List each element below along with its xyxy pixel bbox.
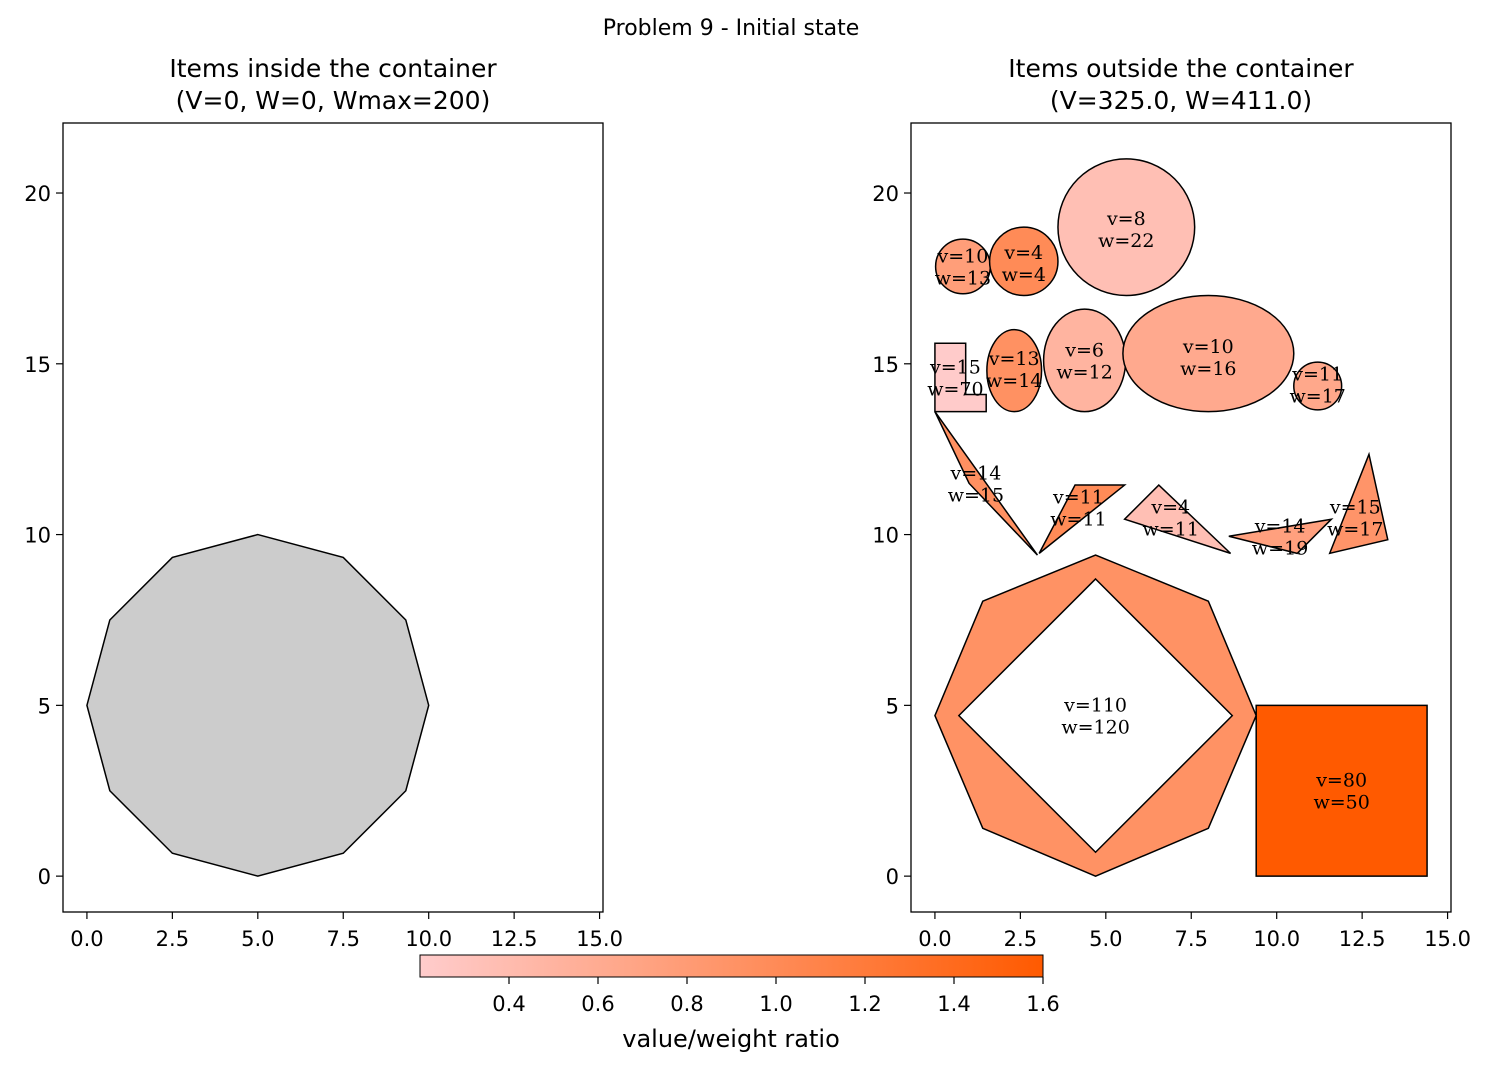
container-decagon xyxy=(86,533,430,877)
item-weight-label: w=13 xyxy=(935,267,991,289)
right-ytick-label: 10 xyxy=(872,524,899,548)
colorbar-tick-label: 1.2 xyxy=(848,992,881,1016)
item-value-label: v=10 xyxy=(937,245,989,267)
colorbar-tick-label: 1.6 xyxy=(1026,992,1059,1016)
left-plot-content xyxy=(86,533,430,877)
colorbar: 0.4 0.6 0.8 1.0 1.2 1.4 1.6 value/weight ratio xyxy=(419,954,1060,1053)
item-ellipse-0 xyxy=(1057,158,1196,297)
item-value-label: v=110 xyxy=(1063,695,1127,717)
item-weight-label: w=22 xyxy=(1098,230,1154,252)
item-weight-label: w=16 xyxy=(1180,358,1236,380)
item-value-label: v=15 xyxy=(929,356,981,378)
colorbar-tick-label: 0.6 xyxy=(581,992,614,1016)
right-axis-ticks: 0.0 2.5 5.0 7.5 10.0 12.5 15.0 0 5 10 15 20 xyxy=(872,182,1471,951)
item-weight-label: w=120 xyxy=(1061,717,1129,739)
item-weight-label: w=11 xyxy=(1050,508,1106,530)
item-value-label: v=11 xyxy=(1291,363,1343,385)
right-xtick-label: 10.0 xyxy=(1253,927,1300,951)
item-ellipse-4 xyxy=(986,328,1043,413)
item-polygon-8 xyxy=(934,411,1039,556)
left-ytick-label: 10 xyxy=(24,524,51,548)
left-panel: Items inside the container (V=0, W=0, Wm… xyxy=(24,54,623,951)
right-xtick-label: 0.0 xyxy=(918,927,951,951)
left-xtick-label: 15.0 xyxy=(576,927,623,951)
right-xtick-label: 7.5 xyxy=(1175,927,1208,951)
left-xtick-label: 7.5 xyxy=(327,927,360,951)
left-title-line1: Items inside the container xyxy=(169,54,497,83)
item-value-label: v=13 xyxy=(988,348,1040,370)
colorbar-tick-label: 1.0 xyxy=(759,992,792,1016)
right-ytick-label: 15 xyxy=(872,353,899,377)
right-ytick-label: 0 xyxy=(886,865,899,889)
item-polygon-12 xyxy=(1328,451,1389,555)
left-ytick-label: 15 xyxy=(24,353,51,377)
item-polygon-14 xyxy=(1255,704,1428,877)
colorbar-gradient xyxy=(419,954,1044,978)
right-axes-frame xyxy=(910,122,1452,913)
item-polygon-10 xyxy=(1123,484,1232,555)
colorbar-tick-label: 1.4 xyxy=(937,992,970,1016)
item-ellipse-7 xyxy=(1293,361,1343,411)
item-value-label: v=4 xyxy=(1003,242,1043,264)
left-xtick-label: 0.0 xyxy=(70,927,103,951)
figure-title: Problem 9 - Initial state xyxy=(603,16,859,41)
item-value-label: v=4 xyxy=(1150,497,1190,519)
right-xtick-label: 15.0 xyxy=(1424,927,1471,951)
right-xtick-label: 12.5 xyxy=(1339,927,1386,951)
colorbar-tick-label: 0.4 xyxy=(492,992,525,1016)
left-ytick-label: 20 xyxy=(24,182,51,206)
item-ellipse-6 xyxy=(1122,294,1295,413)
left-axes-frame xyxy=(62,122,604,913)
item-weight-label: w=4 xyxy=(1002,264,1046,286)
item-weight-label: w=12 xyxy=(1056,361,1112,383)
left-xtick-label: 5.0 xyxy=(241,927,274,951)
left-xtick-label: 10.0 xyxy=(405,927,452,951)
item-weight-label: w=15 xyxy=(948,484,1004,506)
item-value-label: v=10 xyxy=(1182,336,1234,358)
colorbar-ticks: 0.4 0.6 0.8 1.0 1.2 1.4 1.6 xyxy=(492,977,1060,1016)
item-weight-label: w=70 xyxy=(927,378,983,400)
item-weight-label: w=19 xyxy=(1252,537,1308,559)
item-weight-label: w=14 xyxy=(986,370,1042,392)
right-ytick-label: 20 xyxy=(872,182,899,206)
left-xtick-label: 12.5 xyxy=(491,927,538,951)
item-polygon-11 xyxy=(1228,518,1334,555)
left-title-line2: (V=0, W=0, Wmax=200) xyxy=(176,86,491,115)
left-xtick-label: 2.5 xyxy=(156,927,189,951)
item-value-label: v=6 xyxy=(1064,339,1104,361)
item-weight-label: w=17 xyxy=(1327,519,1383,541)
colorbar-tick-label: 0.8 xyxy=(670,992,703,1016)
right-title-line2: (V=325.0, W=411.0) xyxy=(1050,86,1312,115)
right-xtick-label: 2.5 xyxy=(1004,927,1037,951)
item-ellipse-2 xyxy=(988,226,1059,297)
item-value-label: v=15 xyxy=(1329,497,1381,519)
item-polygon-9 xyxy=(1038,484,1127,554)
right-ytick-label: 5 xyxy=(886,694,899,718)
left-axis-ticks: 0.0 2.5 5.0 7.5 10.0 12.5 15.0 0 5 10 15 20 xyxy=(24,182,623,951)
item-polygon-3 xyxy=(934,342,987,413)
item-value-label: v=11 xyxy=(1052,486,1104,508)
right-panel: Items outside the container (V=325.0, W=… xyxy=(872,54,1471,951)
item-polygon-with-hole-13 xyxy=(934,554,1258,877)
item-weight-label: w=11 xyxy=(1143,519,1199,541)
item-value-label: v=8 xyxy=(1106,208,1146,230)
left-ytick-label: 0 xyxy=(38,865,51,889)
item-value-label: v=14 xyxy=(1254,515,1306,537)
right-xtick-label: 5.0 xyxy=(1089,927,1122,951)
colorbar-label: value/weight ratio xyxy=(622,1025,840,1053)
item-weight-label: w=17 xyxy=(1290,385,1346,407)
item-weight-label: w=50 xyxy=(1313,792,1369,814)
left-ytick-label: 5 xyxy=(38,694,51,718)
item-value-label: v=80 xyxy=(1315,770,1367,792)
item-value-label: v=14 xyxy=(950,462,1002,484)
right-title-line1: Items outside the container xyxy=(1008,54,1354,83)
right-plot-content: v=8w=22v=10w=13v=4w=4v=15w=70v=13w=14v=6… xyxy=(927,158,1428,877)
